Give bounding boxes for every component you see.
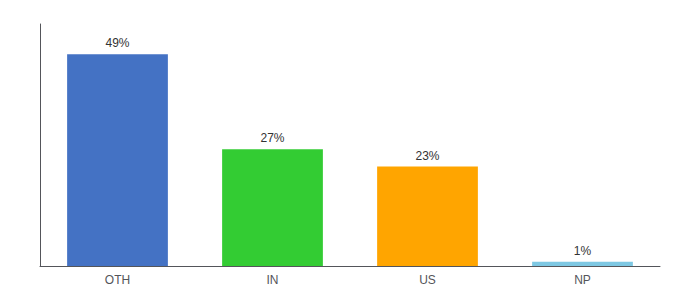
svg-text:49%: 49% <box>105 36 129 50</box>
svg-text:1%: 1% <box>574 244 592 258</box>
svg-text:US: US <box>419 273 436 287</box>
svg-text:23%: 23% <box>415 149 439 163</box>
svg-text:NP: NP <box>574 273 591 287</box>
svg-text:27%: 27% <box>260 131 284 145</box>
svg-text:IN: IN <box>267 273 279 287</box>
svg-text:OTH: OTH <box>105 273 130 287</box>
